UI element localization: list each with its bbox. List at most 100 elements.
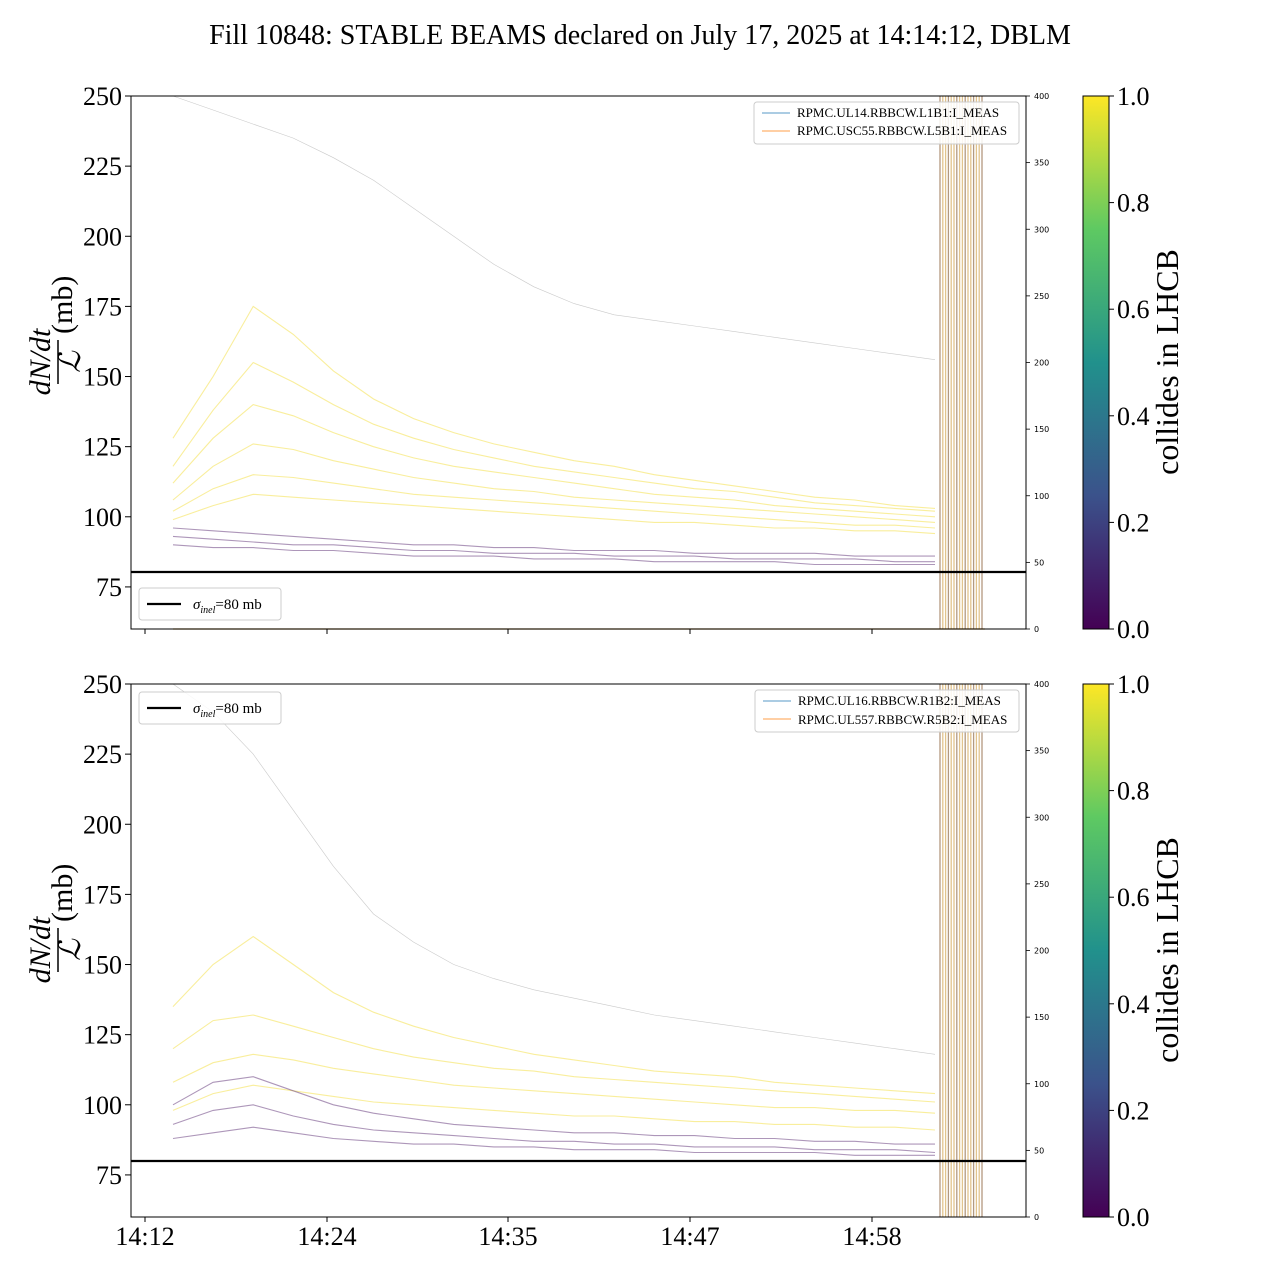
y2-tick-label-1-1: 50 [1034,1146,1044,1155]
x-tick-label-3: 14:47 [660,1222,719,1251]
y2-tick-label-1-0: 0 [1034,1213,1039,1222]
colorbar-bottom: 0.0 0.2 0.4 0.6 0.8 1.0 collides in LHCB [1082,670,1185,1232]
y2-tick-label-0-3: 150 [1034,425,1049,434]
y-tick-label-1-3: 150 [83,951,122,980]
y-tick-label-1-2: 125 [83,1021,122,1050]
series-line-0-0 [172,305,936,509]
colorbar-tick-label-0-3: 0.6 [1117,295,1150,324]
series-line-0-1 [172,361,936,512]
series-line-0-3 [172,443,936,523]
bottom-ylabel-denominator: ℒ [54,938,87,961]
colorbar-tick-label-0-1: 0.2 [1117,508,1150,537]
y2-tick-label-0-0: 0 [1034,625,1039,634]
colorbar-top-label: collides in LHCB [1149,249,1185,475]
bottom-legend: RPMC.UL16.RBBCW.R1B2:I_MEAS RPMC.UL557.R… [754,689,1020,733]
colorbar-bottom-ticks: 0.0 0.2 0.4 0.6 0.8 1.0 [1109,670,1150,1232]
y-tick-label-0-1: 100 [83,503,122,532]
y-tick-label-0-0: 75 [96,573,122,602]
y2-tick-label-0-7: 350 [1034,159,1049,168]
panel-top: 75 100 125 150 175 200 225 250 0 50 100 150 200 250 3… [24,82,1049,634]
y2-tick-label-1-7: 350 [1034,747,1049,756]
top-ylabel-unit: (mb) [46,276,79,334]
colorbar-tick-label-0-5: 1.0 [1117,82,1150,111]
y-tick-label-0-3: 150 [83,363,122,392]
y-tick-label-1-5: 200 [83,810,122,839]
colorbar-tick-label-1-0: 0.0 [1117,1203,1150,1232]
bottom-ylabel-numerator: dN/dt [24,916,57,983]
top-legend: RPMC.UL14.RBBCW.L1B1:I_MEAS RPMC.USC55.R… [753,101,1020,145]
top-plot-frame [130,95,1027,630]
series-line-1-2 [172,1053,936,1114]
y2-tick-label-0-4: 200 [1034,359,1049,368]
bottom-ylabel-unit: (mb) [46,864,79,922]
y2-tick-label-1-5: 250 [1034,880,1049,889]
colorbar-tick-label-1-3: 0.6 [1117,883,1150,912]
series-line-0-5 [172,493,936,535]
top-sigma-label: σinel=80 mb [193,597,262,616]
bottom-vertical-bars [939,684,983,1217]
colorbar-bottom-label: collides in LHCB [1149,837,1185,1063]
top-x-ticks [144,629,873,634]
top-ylabel-numerator: dN/dt [24,328,57,395]
colorbar-bottom-gradient [1082,683,1110,1218]
y2-tick-label-1-8: 400 [1034,680,1049,689]
bottom-sigma-legend: σinel=80 mb [138,691,282,725]
colorbar-tick-label-1-1: 0.2 [1117,1096,1150,1125]
colorbar-tick-label-1-5: 1.0 [1117,670,1150,699]
y-tick-label-0-2: 125 [83,433,122,462]
y-tick-label-0-5: 200 [83,222,122,251]
colorbar-tick-label-1-4: 0.8 [1117,777,1150,806]
y2-tick-label-1-3: 150 [1034,1013,1049,1022]
y2-tick-label-0-2: 100 [1034,492,1049,501]
bottom-sigma-label: σinel=80 mb [193,701,262,720]
top-y-axis-label: dN/dt ℒ (mb) [24,276,87,396]
top-secondary-y-axis: 0 50 100 150 200 250 300 350 400 [1026,92,1049,634]
y2-tick-label-0-1: 50 [1034,558,1044,567]
bottom-y-axis: 75 100 125 150 175 200 225 250 [83,670,131,1190]
colorbar-top-ticks: 0.0 0.2 0.4 0.6 0.8 1.0 [1109,82,1150,644]
chart-title: Fill 10848: STABLE BEAMS declared on Jul… [209,20,1071,51]
x-tick-label-2: 14:35 [478,1222,537,1251]
y-tick-label-1-1: 100 [83,1091,122,1120]
colorbar-tick-label-1-2: 0.4 [1117,990,1150,1019]
series-line-1-7 [172,683,936,1055]
top-y-axis: 75 100 125 150 175 200 225 250 [83,82,131,602]
series-line-1-1 [172,1014,936,1103]
y2-tick-label-0-6: 300 [1034,225,1049,234]
bottom-legend-entry-2: RPMC.UL557.RBBCW.R5B2:I_MEAS [798,712,1007,727]
colorbar-top: 0.0 0.2 0.4 0.6 0.8 1.0 collides in LHCB [1082,82,1185,644]
panel-bottom: 75 100 125 150 175 200 225 250 0 50 100 150 200 250 3… [24,670,1049,1251]
top-vertical-bars [939,96,983,629]
y2-tick-label-1-6: 300 [1034,813,1049,822]
top-ylabel-denominator: ℒ [54,350,87,373]
series-line-0-2 [172,403,936,518]
y-tick-label-0-7: 250 [83,82,122,111]
y-tick-label-0-4: 175 [83,292,122,321]
top-series-group [172,95,936,566]
colorbar-tick-label-0-2: 0.4 [1117,402,1150,431]
series-line-1-5 [172,1104,936,1154]
bottom-plot-frame [130,683,1027,1218]
y2-tick-label-0-5: 250 [1034,292,1049,301]
bottom-secondary-y-axis: 0 50 100 150 200 250 300 350 400 [1026,680,1049,1222]
y2-tick-label-0-8: 400 [1034,92,1049,101]
colorbar-tick-label-0-0: 0.0 [1117,615,1150,644]
series-line-0-8 [172,544,935,566]
colorbar-top-gradient [1082,95,1110,630]
series-line-1-3 [172,1084,936,1131]
x-tick-label-0: 14:12 [115,1222,174,1251]
y-tick-label-0-6: 225 [83,152,122,181]
x-tick-label-4: 14:58 [842,1222,901,1251]
y2-tick-label-1-2: 100 [1034,1080,1049,1089]
x-tick-label-1: 14:24 [297,1222,356,1251]
y-tick-label-1-7: 250 [83,670,122,699]
series-line-0-7 [172,535,935,563]
series-line-1-4 [172,1076,935,1145]
top-sigma-legend: σinel=80 mb [138,587,282,621]
y-tick-label-1-6: 225 [83,740,122,769]
top-legend-entry-2: RPMC.USC55.RBBCW.L5B1:I_MEAS [797,123,1007,138]
y-tick-label-1-0: 75 [96,1161,122,1190]
y2-tick-label-1-4: 200 [1034,947,1049,956]
series-line-1-6 [172,1126,935,1156]
